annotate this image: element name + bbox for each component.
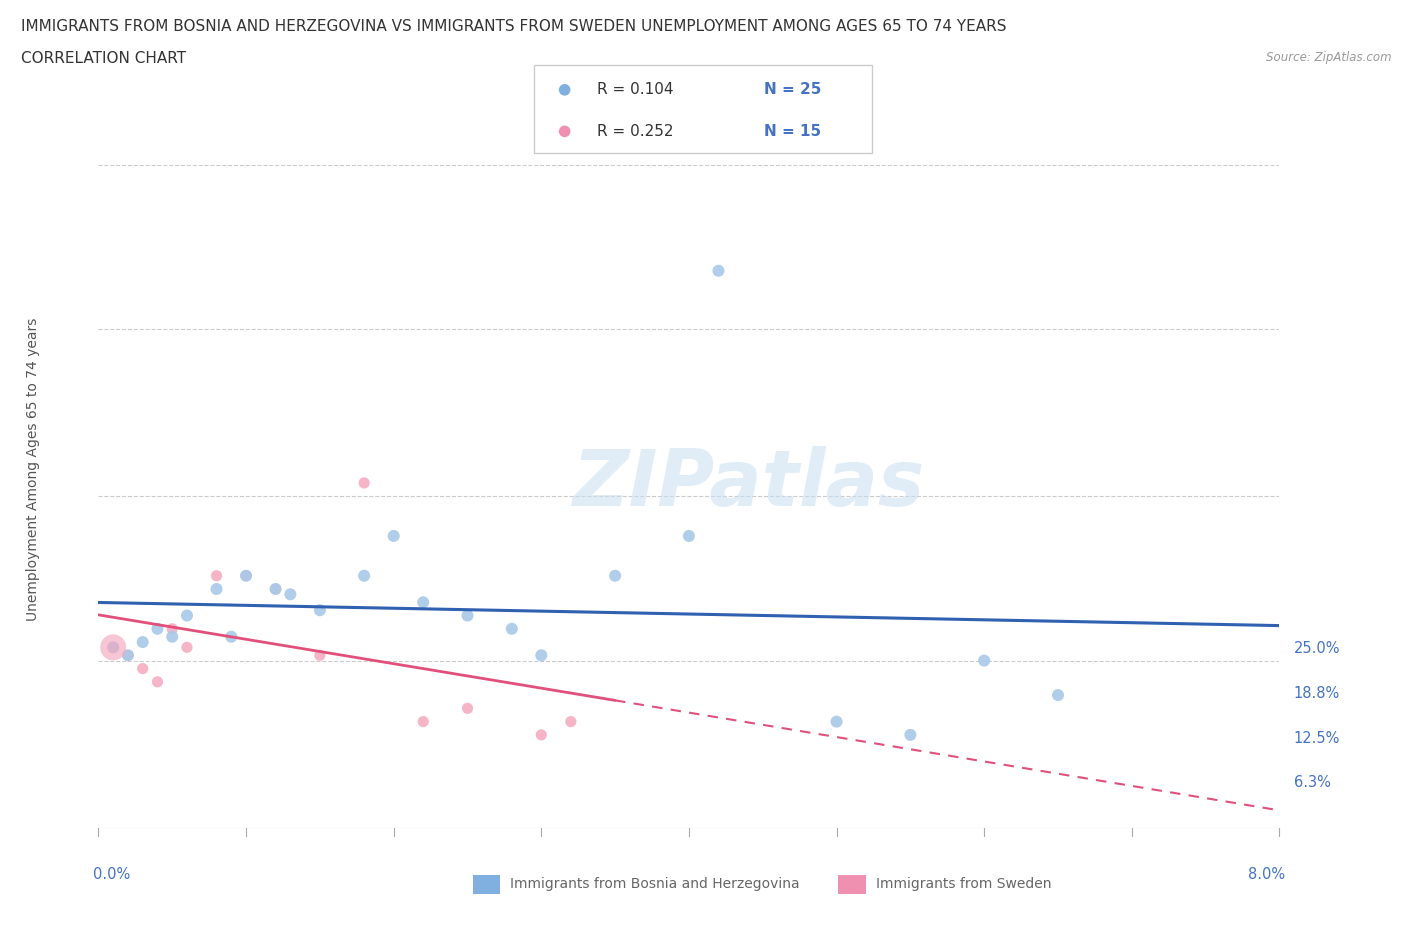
Point [353, 568, 375, 583]
Point [353, 475, 375, 490]
Point [501, 621, 523, 636]
FancyBboxPatch shape [838, 875, 866, 894]
Point [103, 640, 124, 655]
Text: N = 25: N = 25 [763, 83, 821, 98]
Text: Immigrants from Sweden: Immigrants from Sweden [876, 877, 1052, 892]
Text: 25.0%: 25.0% [1294, 641, 1340, 657]
Text: Immigrants from Bosnia and Herzegovina: Immigrants from Bosnia and Herzegovina [510, 877, 800, 892]
Point [146, 621, 169, 636]
Point [205, 568, 228, 583]
Text: Source: ZipAtlas.com: Source: ZipAtlas.com [1267, 51, 1392, 64]
Point [278, 587, 301, 602]
Point [973, 653, 995, 668]
Point [132, 661, 155, 676]
Text: Unemployment Among Ages 65 to 74 years: Unemployment Among Ages 65 to 74 years [27, 318, 41, 621]
FancyBboxPatch shape [472, 875, 501, 894]
Point [219, 630, 242, 644]
Point [678, 528, 700, 543]
Point [146, 674, 169, 689]
Point [554, 83, 576, 98]
Point [898, 727, 921, 742]
Point [235, 568, 257, 583]
Point [456, 608, 478, 623]
Text: IMMIGRANTS FROM BOSNIA AND HERZEGOVINA VS IMMIGRANTS FROM SWEDEN UNEMPLOYMENT AM: IMMIGRANTS FROM BOSNIA AND HERZEGOVINA V… [21, 19, 1007, 33]
Point [560, 714, 582, 729]
Text: R = 0.104: R = 0.104 [596, 83, 673, 98]
Point [264, 581, 287, 596]
Point [530, 727, 553, 742]
Point [554, 124, 576, 139]
Text: 8.0%: 8.0% [1249, 867, 1285, 882]
Point [103, 640, 124, 655]
Point [707, 263, 730, 278]
Text: 6.3%: 6.3% [1294, 775, 1330, 790]
Text: N = 15: N = 15 [763, 124, 821, 139]
Point [456, 701, 478, 716]
Point [117, 648, 139, 663]
Point [103, 640, 124, 655]
Point [162, 621, 183, 636]
Point [825, 714, 848, 729]
Point [235, 568, 257, 583]
Point [162, 630, 183, 644]
Point [382, 528, 405, 543]
Point [530, 648, 553, 663]
Point [412, 595, 434, 610]
Text: R = 0.252: R = 0.252 [596, 124, 673, 139]
Text: 18.8%: 18.8% [1294, 685, 1340, 700]
Text: CORRELATION CHART: CORRELATION CHART [21, 51, 186, 66]
Point [176, 640, 198, 655]
Text: 0.0%: 0.0% [93, 867, 129, 882]
Text: 12.5%: 12.5% [1294, 731, 1340, 746]
Point [132, 634, 155, 649]
Point [605, 568, 627, 583]
Point [1046, 687, 1069, 702]
Point [308, 648, 332, 663]
Point [117, 648, 139, 663]
Point [412, 714, 434, 729]
Text: ZIPatlas: ZIPatlas [572, 446, 924, 522]
Point [176, 608, 198, 623]
Point [308, 603, 332, 618]
Point [264, 581, 287, 596]
FancyBboxPatch shape [534, 65, 872, 153]
Point [205, 581, 228, 596]
